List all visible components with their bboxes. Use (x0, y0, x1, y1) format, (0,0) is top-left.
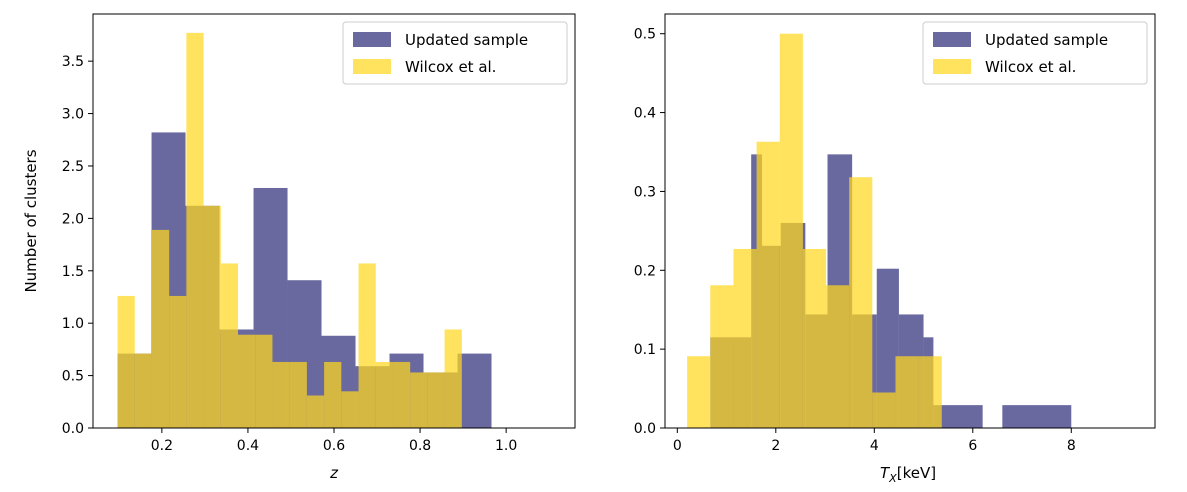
updated-sample-bar (457, 353, 492, 428)
wilcox-bar (826, 285, 850, 428)
x-tick-label: 0.8 (409, 438, 431, 454)
x-axis-label-unit: [keV] (897, 464, 936, 482)
updated-sample-bar (876, 268, 899, 428)
y-tick-label: 0.0 (634, 421, 656, 437)
y-tick-label: 3.0 (62, 107, 84, 123)
wilcox-bar (872, 392, 896, 428)
plot-frame (664, 13, 1156, 429)
legend-box (922, 21, 1148, 85)
wilcox-bar (687, 356, 711, 428)
x-tick-label: 8 (1067, 438, 1076, 454)
wilcox-bar (849, 177, 873, 428)
y-tick-label: 0.1 (634, 342, 656, 358)
wilcox-bar (410, 372, 428, 428)
legend-box (342, 21, 568, 85)
x-tick-label: 4 (870, 438, 879, 454)
wilcox-bar (272, 361, 290, 428)
x-axis-label: TX[keV] (880, 464, 936, 485)
y-tick-label: 0.0 (62, 421, 84, 437)
x-tick-label: 1.0 (495, 438, 517, 454)
x-axis-label-sub: X (888, 472, 897, 485)
wilcox-bar (186, 32, 204, 429)
wilcox-bar (779, 33, 803, 428)
wilcox-bar (444, 329, 462, 428)
wilcox-bar (238, 334, 256, 428)
x-axis-label: z (329, 464, 339, 482)
redshift-histogram-panel: 0.2 0.4 0.6 0.8 1.0 0.0 0.5 1.0 1.5 2.0 2.5 3.0 3.5 z… (22, 13, 576, 482)
wilcox-bar (392, 361, 411, 428)
wilcox-bar (341, 391, 359, 428)
legend-swatch-updated (933, 32, 971, 47)
wilcox-bar (220, 263, 239, 428)
x-tick-label: 0.4 (237, 438, 259, 454)
legend-label-wilcox: Wilcox et al. (405, 58, 496, 76)
wilcox-bar (756, 141, 780, 428)
y-tick-label: 2.0 (62, 211, 84, 227)
y-tick-label: 1.5 (62, 264, 84, 280)
y-tick-label: 0.5 (634, 27, 656, 43)
x-tick-label: 2 (771, 438, 780, 454)
updated-sample-bar (1002, 405, 1072, 428)
wilcox-bar (169, 295, 187, 428)
x-tick-label: 0.6 (323, 438, 345, 454)
y-tick-label: 0.3 (634, 184, 656, 200)
wilcox-bar (733, 248, 757, 428)
wilcox-bar (895, 356, 919, 428)
wilcox-bar (802, 248, 827, 428)
y-tick-label: 1.0 (62, 316, 84, 332)
legend-swatch-updated (353, 32, 391, 47)
legend-label-wilcox: Wilcox et al. (985, 58, 1076, 76)
wilcox-bar (151, 229, 170, 428)
wilcox-bar (289, 361, 307, 428)
wilcox-bar (710, 285, 734, 428)
y-tick-label: 0.4 (634, 106, 656, 122)
legend-swatch-wilcox (933, 59, 971, 74)
wilcox-bar (203, 205, 221, 428)
updated-sample-bar (933, 405, 983, 428)
y-tick-label: 0.5 (62, 369, 84, 385)
legend-label-updated: Updated sample (405, 31, 528, 49)
wilcox-bar (324, 361, 342, 428)
x-tick-label: 6 (968, 438, 977, 454)
y-tick-label: 3.5 (62, 54, 84, 70)
wilcox-bar (375, 361, 393, 428)
wilcox-bar (358, 263, 376, 428)
y-axis-label: Number of clusters (22, 149, 40, 292)
legend-swatch-wilcox (353, 59, 391, 74)
wilcox-bar (918, 356, 942, 428)
wilcox-bar (427, 372, 445, 428)
x-tick-label: 0.2 (151, 438, 173, 454)
wilcox-bar (255, 334, 273, 428)
legend-label-updated: Updated sample (985, 31, 1108, 49)
x-axis-label-main: T (880, 464, 891, 482)
temperature-histogram-panel: 0 2 4 6 8 0.0 0.1 0.2 0.3 0.4 0.5 TX[keV] Updated sa… (634, 13, 1156, 485)
x-tick-label: 0 (673, 438, 682, 454)
wilcox-bar (134, 353, 152, 428)
y-tick-label: 2.5 (62, 159, 84, 175)
y-tick-label: 0.2 (634, 263, 656, 279)
wilcox-bar (117, 295, 135, 428)
wilcox-bar (306, 395, 325, 428)
